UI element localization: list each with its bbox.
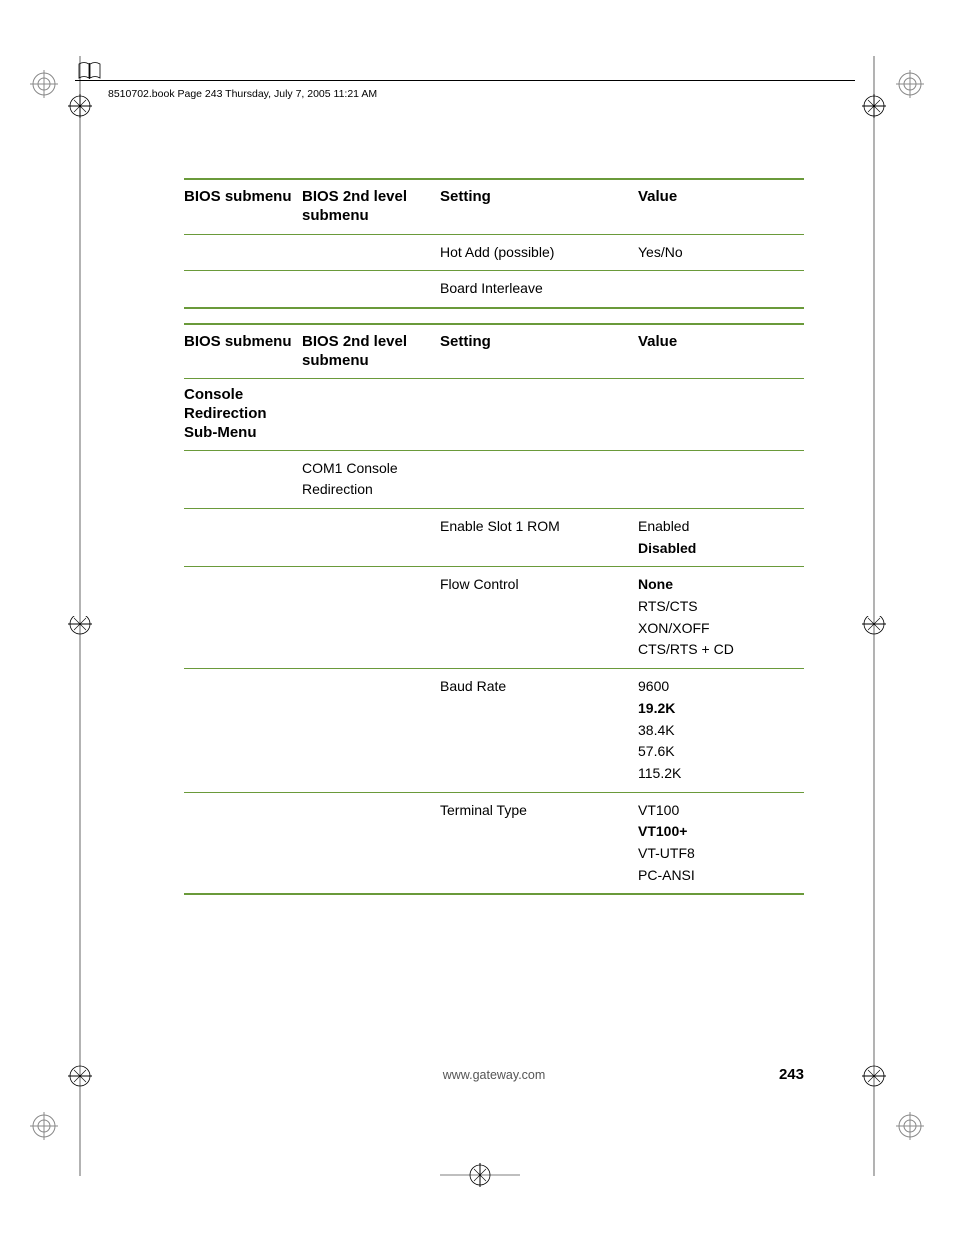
table-cell: COM1 ConsoleRedirection xyxy=(302,451,440,508)
table-cell xyxy=(440,379,638,449)
crop-mark-icon xyxy=(60,616,100,1176)
page-content: BIOS submenuBIOS 2nd levelsubmenuSetting… xyxy=(184,178,804,895)
table-cell xyxy=(184,271,302,307)
column-header: Value xyxy=(638,180,804,234)
column-header: BIOS 2nd levelsubmenu xyxy=(302,325,440,379)
table-cell xyxy=(638,271,804,307)
table-cell xyxy=(184,669,302,791)
table-cell: Enable Slot 1 ROM xyxy=(440,509,638,566)
column-header: BIOS 2nd levelsubmenu xyxy=(302,180,440,234)
running-header: 8510702.book Page 243 Thursday, July 7, … xyxy=(108,88,377,100)
crop-mark-icon xyxy=(92,56,852,80)
column-header: Value xyxy=(638,325,804,379)
registration-mark-icon xyxy=(30,70,58,103)
table-cell xyxy=(302,379,440,449)
table-cell: Hot Add (possible) xyxy=(440,235,638,271)
table-cell: Baud Rate xyxy=(440,669,638,791)
bios-settings-table: BIOS submenuBIOS 2nd levelsubmenuSetting… xyxy=(184,178,804,895)
table-cell xyxy=(638,379,804,449)
table-cell: EnabledDisabled xyxy=(638,509,804,566)
footer-url: www.gateway.com xyxy=(184,1068,804,1082)
table-cell xyxy=(184,567,302,668)
table-cell: 960019.2K38.4K57.6K115.2K xyxy=(638,669,804,791)
table-cell xyxy=(184,451,302,508)
table-cell xyxy=(638,451,804,508)
table-cell: Board Interleave xyxy=(440,271,638,307)
registration-mark-icon xyxy=(30,1112,58,1145)
column-header: Setting xyxy=(440,180,638,234)
table-cell xyxy=(302,793,440,894)
table-cell xyxy=(302,669,440,791)
header-rule xyxy=(75,80,855,81)
page-number: 243 xyxy=(779,1066,804,1083)
crop-mark-icon xyxy=(854,56,894,616)
book-icon xyxy=(77,61,103,86)
page-footer: www.gateway.com 243 xyxy=(184,1068,804,1082)
table-cell xyxy=(302,509,440,566)
table-cell xyxy=(302,235,440,271)
registration-mark-icon xyxy=(896,1112,924,1145)
table-cell: NoneRTS/CTSXON/XOFFCTS/RTS + CD xyxy=(638,567,804,668)
table-cell: Yes/No xyxy=(638,235,804,271)
column-header: Setting xyxy=(440,325,638,379)
crop-mark-icon xyxy=(60,56,100,616)
column-header: BIOS submenu xyxy=(184,325,302,379)
crop-mark-icon xyxy=(440,1155,520,1195)
table-cell xyxy=(184,793,302,894)
table-cell: Flow Control xyxy=(440,567,638,668)
table-cell xyxy=(302,271,440,307)
table-cell: Terminal Type xyxy=(440,793,638,894)
column-header: BIOS submenu xyxy=(184,180,302,234)
table-cell: VT100VT100+VT-UTF8PC-ANSI xyxy=(638,793,804,894)
crop-mark-icon xyxy=(854,616,894,1176)
table-cell xyxy=(184,509,302,566)
table-cell xyxy=(184,235,302,271)
registration-mark-icon xyxy=(896,70,924,103)
table-cell xyxy=(440,451,638,508)
table-cell: ConsoleRedirectionSub-Menu xyxy=(184,379,302,449)
table-cell xyxy=(302,567,440,668)
